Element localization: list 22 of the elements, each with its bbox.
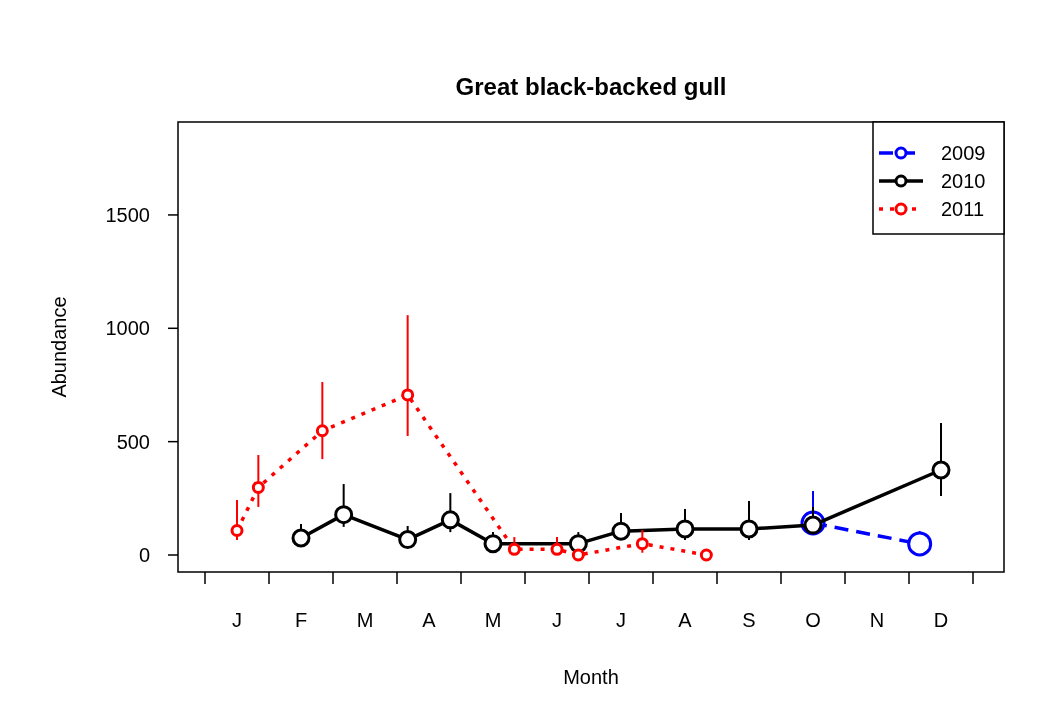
x-tick-label: D: [933, 609, 949, 631]
y-axis-title: Abundance: [48, 296, 70, 398]
x-tick-label: J: [616, 609, 626, 631]
chart-title: Great black-backed gull: [455, 73, 727, 100]
x-tick-label: A: [422, 609, 437, 631]
x-tick-label: M: [356, 609, 374, 631]
x-tick-label: A: [678, 609, 693, 631]
legend-label: 2011: [941, 198, 985, 220]
x-tick-label: F: [294, 609, 308, 631]
y-tick-label: 0: [138, 544, 150, 566]
legend-label: 2010: [941, 170, 986, 192]
x-tick-label: N: [869, 609, 885, 631]
x-tick-label: S: [742, 609, 756, 631]
x-tick-label: M: [484, 609, 502, 631]
x-axis-title: Month: [563, 666, 619, 688]
x-tick-label: J: [232, 609, 242, 631]
legend-label: 2009: [941, 142, 986, 164]
y-tick-label: 1500: [105, 203, 150, 226]
y-tick-label: 500: [116, 430, 150, 453]
x-tick-label: O: [805, 609, 821, 631]
y-tick-label: 1000: [105, 317, 150, 340]
x-tick-label: J: [552, 609, 562, 631]
